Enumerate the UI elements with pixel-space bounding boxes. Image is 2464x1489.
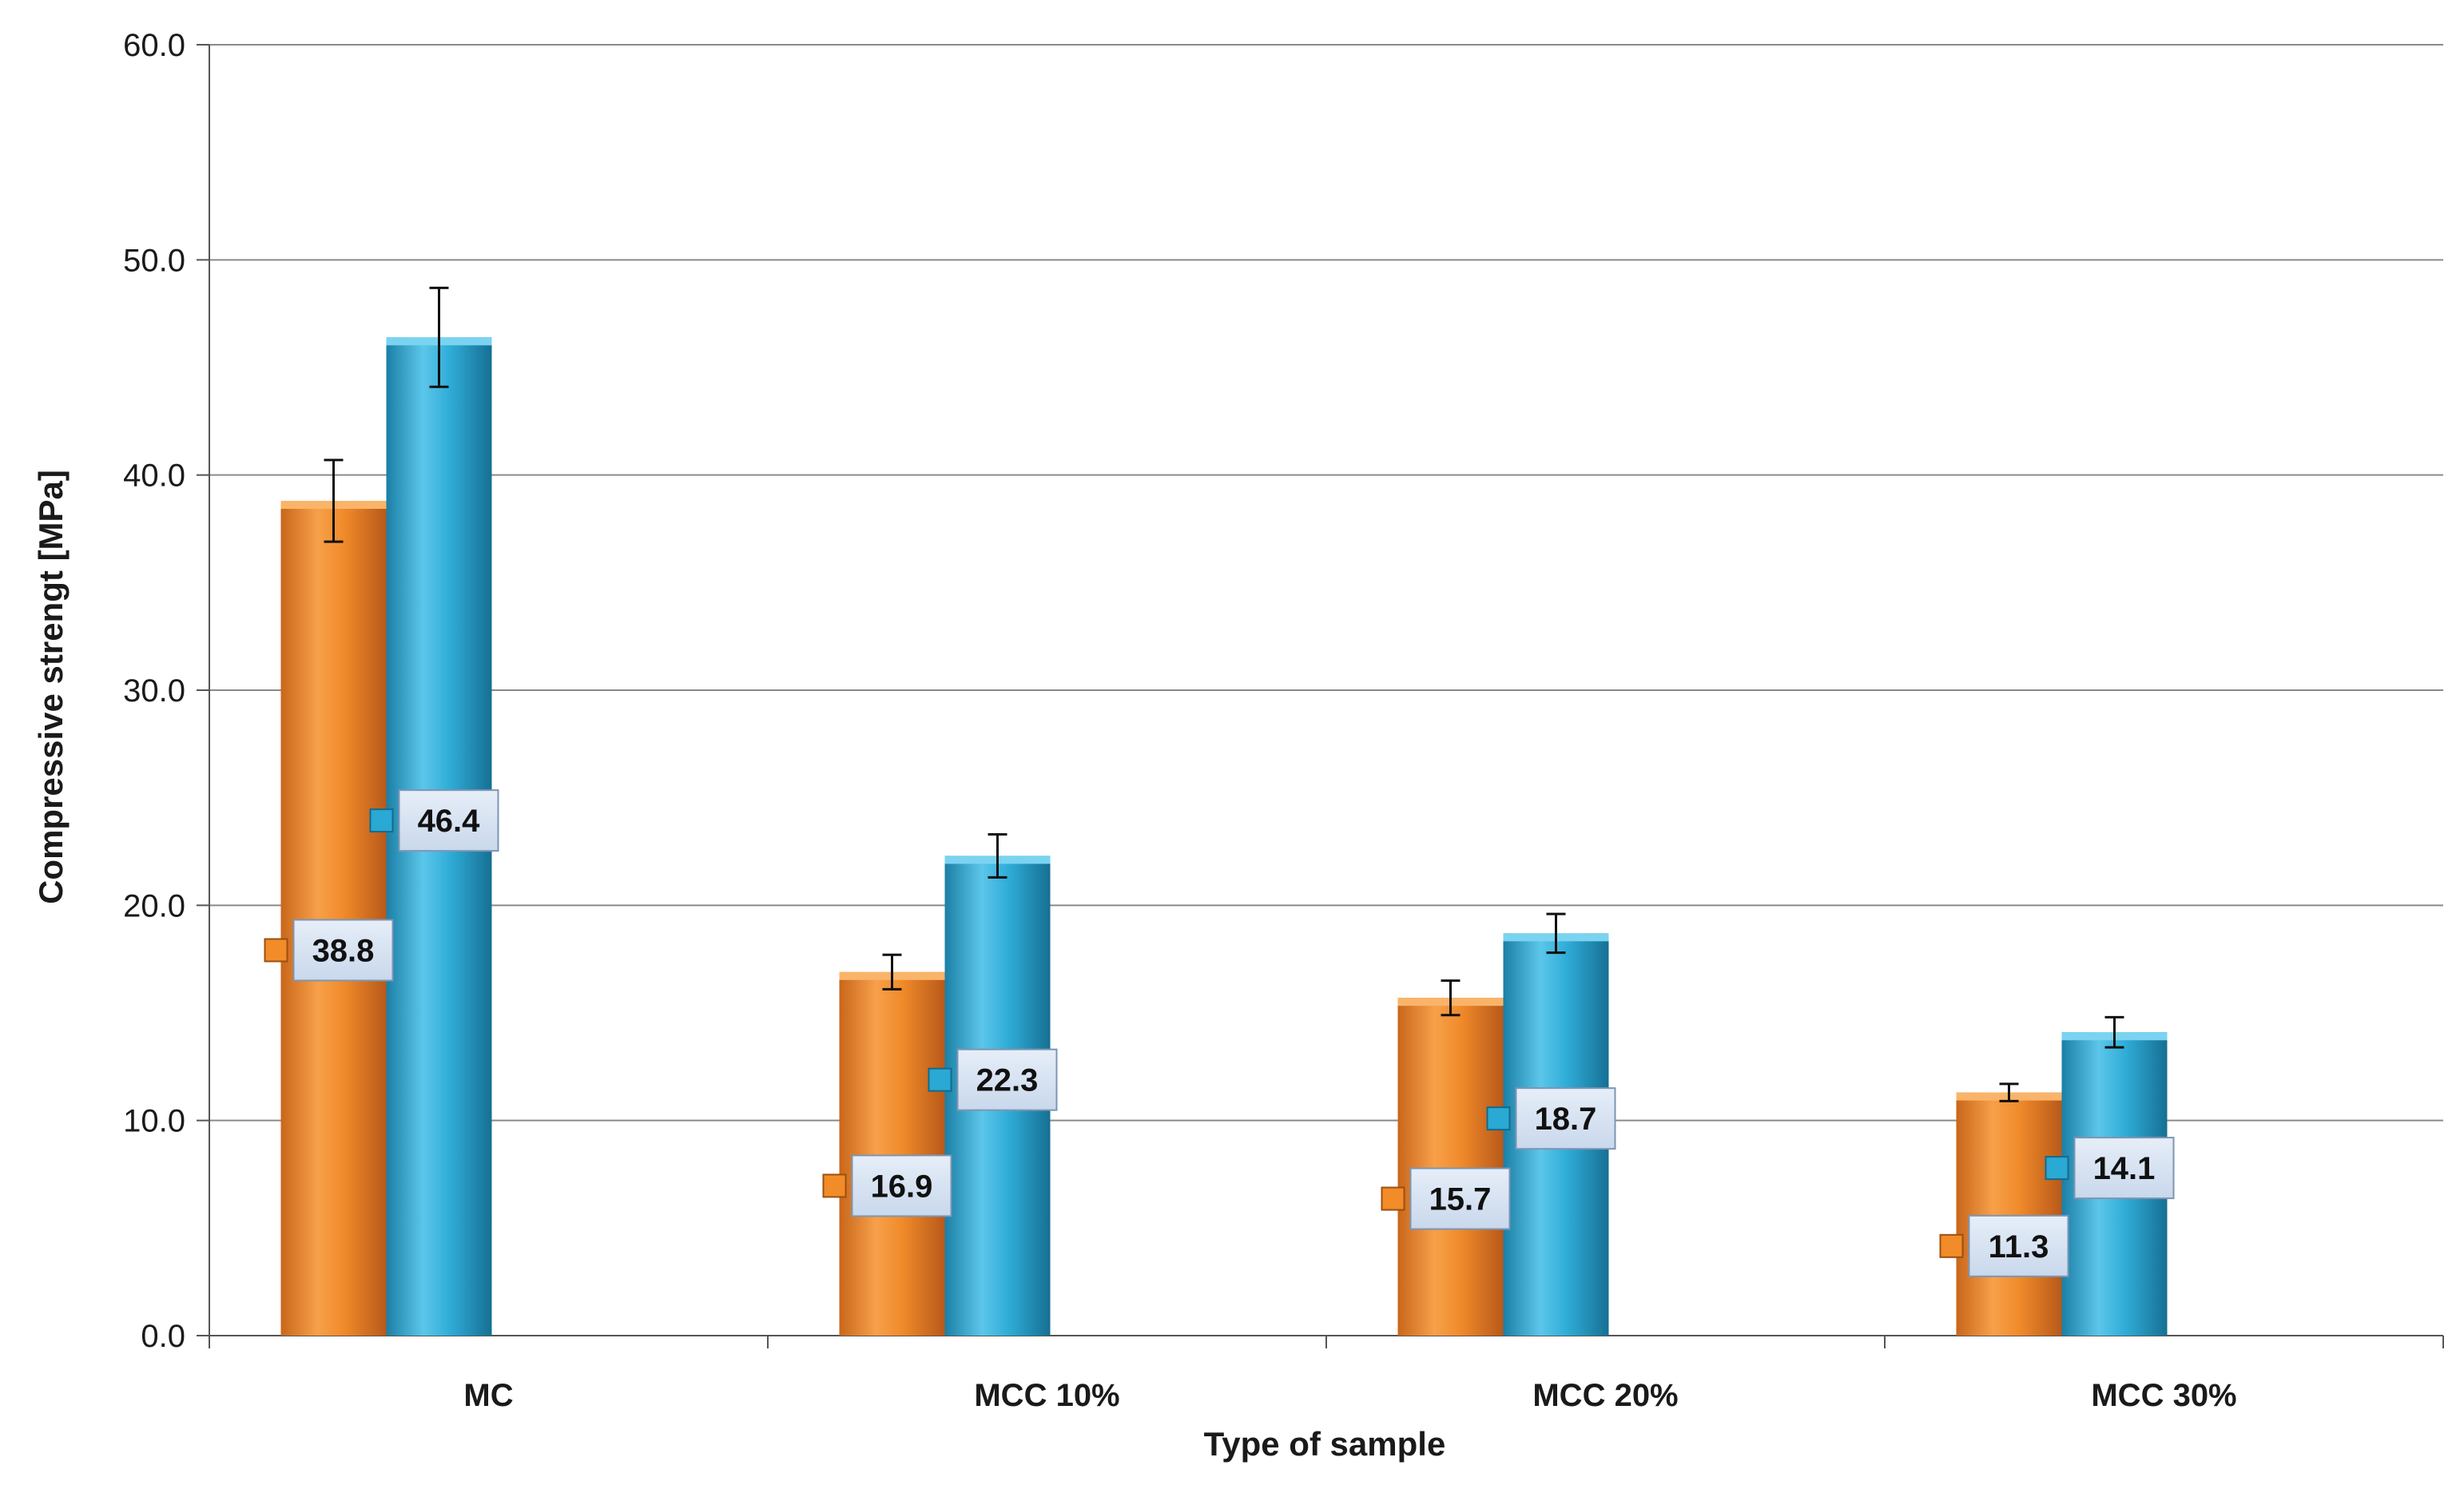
data-label-series-2-4: 14.1 <box>2045 1137 2175 1200</box>
y-tick-label: 30.0 <box>123 673 185 709</box>
data-label-box <box>956 1048 1058 1111</box>
y-tick-label: 40.0 <box>123 459 185 494</box>
data-label-marker <box>822 1173 847 1198</box>
x-category-label: MC <box>463 1378 513 1413</box>
x-axis-title: Type of sample <box>1204 1425 1446 1463</box>
error-bars <box>324 286 2124 1102</box>
data-label-series-2-1: 46.4 <box>369 789 499 852</box>
data-label-value: 18.7 <box>1535 1102 1597 1137</box>
gridlines <box>209 44 2443 1122</box>
data-label-marker <box>928 1067 952 1092</box>
data-label-value: 15.7 <box>1429 1182 1492 1217</box>
data-labels: 38.8 46.4 16.9 22.3 15.7 18.7 11.3 14.1 <box>264 789 2175 1277</box>
y-tick-label: 50.0 <box>123 243 185 278</box>
data-label-box <box>292 919 394 982</box>
data-label-value: 14.1 <box>2093 1151 2156 1186</box>
y-tick-label: 10.0 <box>123 1104 185 1139</box>
data-label-box <box>398 789 499 852</box>
data-label-series-1-1: 38.8 <box>264 919 394 982</box>
x-category-labels: MC MCC 10% MCC 20% MCC 30% <box>463 1378 2236 1413</box>
y-tick-labels: 0.0 10.0 20.0 30.0 40.0 50.0 60.0 <box>123 28 185 1354</box>
y-tick-label: 20.0 <box>123 888 185 923</box>
data-label-box <box>1968 1214 2069 1277</box>
data-label-value: 16.9 <box>871 1169 933 1204</box>
x-category-label: MCC 30% <box>2091 1378 2236 1413</box>
data-label-value: 22.3 <box>976 1063 1039 1098</box>
data-label-marker <box>1939 1233 1964 1258</box>
data-label-marker <box>369 808 394 833</box>
data-label-box <box>851 1154 952 1217</box>
y-tick-label: 0.0 <box>141 1319 185 1354</box>
data-label-marker <box>1486 1106 1511 1131</box>
y-tick-label: 60.0 <box>123 28 185 63</box>
data-label-marker <box>2045 1156 2069 1181</box>
bar-series-1-4 <box>1956 1092 2062 1336</box>
bar-series-1-1 <box>280 500 387 1336</box>
data-label-value: 11.3 <box>1989 1229 2049 1265</box>
data-label-series-2-2: 22.3 <box>928 1048 1058 1111</box>
data-label-series-1-2: 16.9 <box>822 1154 952 1217</box>
data-label-box <box>2073 1137 2175 1200</box>
bar-series-1-2 <box>839 971 945 1336</box>
data-label-value: 46.4 <box>418 804 481 839</box>
data-label-series-1-3: 15.7 <box>1381 1167 1511 1230</box>
bars <box>280 337 2168 1336</box>
data-label-value: 38.8 <box>312 933 375 968</box>
data-label-series-2-3: 18.7 <box>1486 1087 1616 1150</box>
data-label-marker <box>264 938 288 963</box>
data-label-box <box>1515 1087 1616 1150</box>
bar-series-1-3 <box>1397 998 1504 1336</box>
data-label-box <box>1409 1167 1511 1230</box>
data-label-marker <box>1381 1186 1405 1211</box>
x-category-label: MCC 20% <box>1532 1378 1678 1413</box>
y-axis-title: Compressive strengt [MPa] <box>32 470 70 904</box>
data-label-series-1-4: 11.3 <box>1939 1214 2069 1277</box>
x-category-label: MCC 10% <box>974 1378 1119 1413</box>
